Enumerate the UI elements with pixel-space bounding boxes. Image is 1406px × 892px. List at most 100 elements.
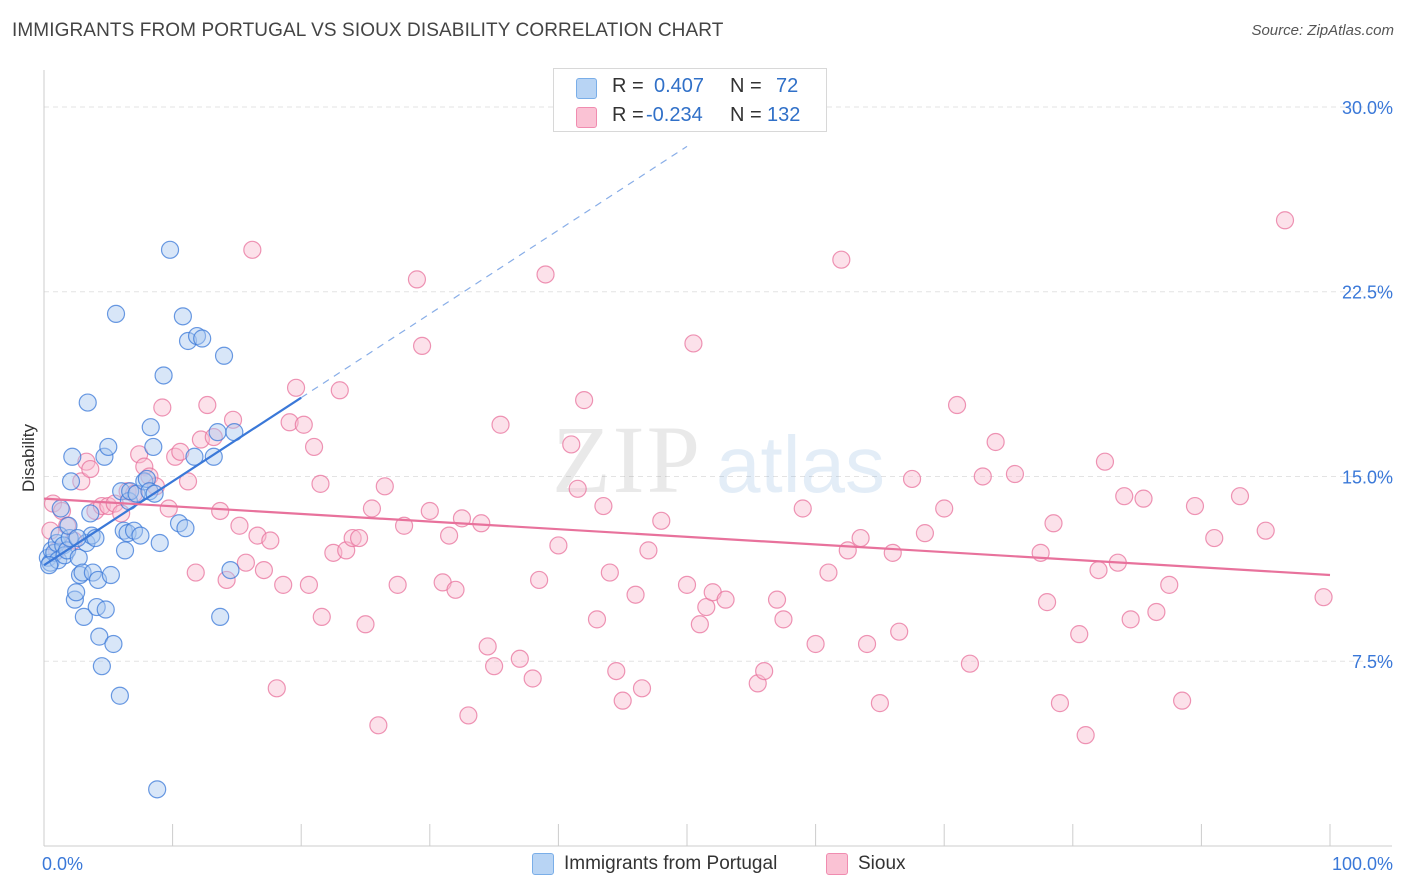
sioux-point xyxy=(1095,452,1115,471)
portugal-points xyxy=(38,240,244,799)
sioux-point xyxy=(280,413,299,432)
portugal-point xyxy=(104,634,123,654)
sioux-point xyxy=(851,528,870,548)
sioux-point xyxy=(1205,528,1224,548)
portugal-point xyxy=(61,472,81,491)
sioux-point xyxy=(356,615,375,634)
legend-row-sioux: R = -0.234 N = 132 xyxy=(554,101,826,131)
y-tick-label: 15.0% xyxy=(1342,467,1393,487)
sioux-point xyxy=(198,395,217,415)
sioux-point xyxy=(1314,588,1333,607)
portugal-point xyxy=(193,329,212,348)
portugal-point xyxy=(173,307,192,326)
sioux-point xyxy=(178,472,198,491)
sioux-point xyxy=(793,499,812,518)
sioux-point xyxy=(755,661,774,681)
portugal-trend-line xyxy=(43,396,302,567)
portugal-point xyxy=(51,499,70,518)
portugal-point xyxy=(144,437,163,457)
sioux-point xyxy=(243,240,262,259)
sioux-point xyxy=(388,575,407,594)
portugal-point xyxy=(90,627,109,646)
sioux-point xyxy=(568,479,587,498)
gridlines xyxy=(44,106,1392,662)
portugal-point xyxy=(176,519,195,538)
sioux-point xyxy=(767,590,787,609)
portugal-point xyxy=(131,526,150,545)
chart-title: IMMIGRANTS FROM PORTUGAL VS SIOUX DISABI… xyxy=(12,20,724,41)
sioux-point xyxy=(153,398,172,417)
sioux-point xyxy=(1037,593,1057,612)
sioux-point xyxy=(838,541,857,560)
sioux-point xyxy=(446,580,465,599)
portugal-point xyxy=(81,504,100,523)
sioux-point xyxy=(639,541,658,560)
sioux-point xyxy=(1076,726,1095,745)
sioux-point xyxy=(832,250,851,269)
sioux-point xyxy=(549,536,568,555)
portugal-point xyxy=(73,563,92,582)
portugal-point xyxy=(67,583,86,602)
legend-n-label: N = xyxy=(730,75,762,97)
sioux-point xyxy=(806,634,825,654)
portugal-point xyxy=(63,447,82,466)
sioux-point xyxy=(819,563,838,582)
sioux-point xyxy=(613,691,632,710)
sioux-point xyxy=(236,553,256,572)
portugal-point xyxy=(185,447,204,466)
sioux-point xyxy=(523,669,542,688)
sioux-point xyxy=(935,499,954,518)
sioux-point xyxy=(1089,560,1108,580)
sioux-point xyxy=(607,661,626,681)
watermark-zip: ZIP xyxy=(552,406,702,513)
sioux-point xyxy=(267,679,286,698)
portugal-point xyxy=(154,366,173,385)
portugal-point xyxy=(99,437,118,457)
source-label: Source: ZipAtlas.com xyxy=(1251,22,1394,39)
sioux-point xyxy=(312,607,331,626)
sioux-point xyxy=(375,477,394,496)
sioux-point xyxy=(890,622,909,641)
y-tick-label: 22.5% xyxy=(1342,283,1393,303)
sioux-point xyxy=(343,528,362,548)
sioux-point xyxy=(159,499,178,518)
axis-labels: 7.5% 15.0% 22.5% 30.0% 0.0% 100.0% Disability xyxy=(19,98,1393,874)
sioux-point xyxy=(420,501,439,521)
sioux-point xyxy=(412,336,432,356)
sioux-point xyxy=(261,531,280,550)
sioux-point xyxy=(186,563,205,582)
portugal-trend-extension xyxy=(300,145,688,399)
legend-n-label: N = xyxy=(730,104,762,126)
sioux-point xyxy=(439,526,459,545)
sioux-point xyxy=(230,516,249,535)
legend-r-label: R = xyxy=(612,75,644,97)
sioux-point xyxy=(947,395,967,415)
sioux-point xyxy=(1275,211,1295,230)
sioux-point xyxy=(1005,464,1025,484)
sioux-point xyxy=(1230,487,1250,506)
sioux-point xyxy=(304,437,324,457)
axes xyxy=(43,70,1392,847)
sioux-point xyxy=(491,415,510,434)
sioux-point xyxy=(72,472,91,491)
sioux-point xyxy=(286,378,306,397)
legend-swatch-blue xyxy=(576,78,597,99)
legend-n-value: 132 xyxy=(767,104,801,126)
sioux-point xyxy=(330,381,349,400)
legend-r-value: 0.407 xyxy=(654,75,705,97)
portugal-point xyxy=(74,607,93,626)
portugal-point xyxy=(178,331,198,351)
legend-row-portugal: R = 0.407 N = 72 xyxy=(554,72,826,102)
portugal-point xyxy=(135,472,154,491)
watermark-atlas: atlas xyxy=(716,420,885,509)
portugal-point xyxy=(95,447,114,466)
sioux-point xyxy=(394,516,414,535)
sioux-trend-line xyxy=(43,497,1331,577)
sioux-point xyxy=(510,649,529,668)
portugal-point xyxy=(110,686,129,705)
sioux-point xyxy=(299,575,319,594)
sioux-point xyxy=(774,610,793,629)
correlation-legend: R = 0.407 N = 72 R = -0.234 N = 132 xyxy=(553,68,827,132)
sioux-point xyxy=(140,467,159,486)
portugal-point xyxy=(59,516,78,535)
